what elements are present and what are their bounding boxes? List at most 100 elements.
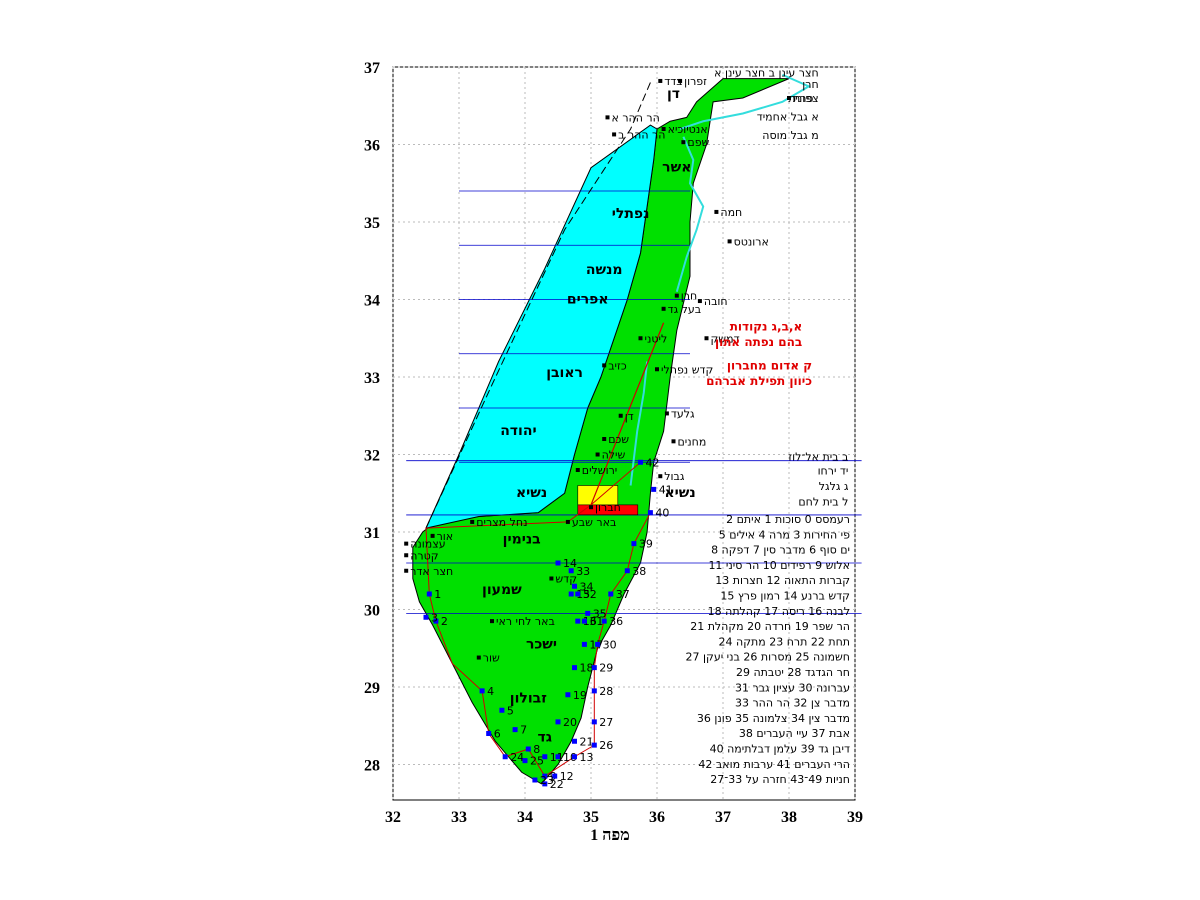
- station-legend-entry: מדבר צין 34 צלמונה 35 פונן 36: [697, 712, 850, 725]
- station-legend-entry: חשמונה 25 מסרות 26 בני יעקן 27: [686, 651, 850, 664]
- north-legend-entry: מ גבל מוסה: [762, 129, 818, 142]
- x-tick-label: 32: [385, 809, 401, 826]
- station-marker: [568, 568, 574, 574]
- y-tick-label: 31: [364, 525, 380, 542]
- north-legend-entry: חרן: [802, 78, 818, 91]
- station-number: 2: [441, 615, 448, 628]
- place-marker: [727, 239, 732, 244]
- station-marker: [585, 610, 591, 616]
- station-marker: [532, 777, 538, 783]
- station-marker: [575, 618, 581, 624]
- red-note: כיוון תפילת אברהם: [706, 374, 812, 388]
- station-number: 39: [639, 538, 653, 551]
- place-marker: [714, 209, 719, 214]
- station-number: 40: [655, 507, 669, 520]
- place-label: ליטני: [645, 332, 668, 345]
- place-label: מחנים: [678, 435, 707, 448]
- place-label: כזיב: [608, 359, 627, 372]
- tribe-label: נפתלי: [612, 206, 650, 222]
- station-marker: [575, 591, 581, 597]
- station-number: 26: [599, 739, 613, 752]
- tribe-label: ראובן: [546, 365, 583, 381]
- station-number: 5: [507, 704, 514, 717]
- river: [675, 136, 705, 293]
- place-marker: [681, 140, 686, 145]
- place-label: ירושלים: [582, 464, 617, 477]
- station-marker: [638, 459, 643, 465]
- tribe-label: שמעון: [482, 582, 522, 598]
- tribe-label: יהודה: [500, 423, 536, 439]
- place-label: חמה: [720, 206, 742, 219]
- place-label: אור: [437, 530, 454, 543]
- station-marker: [572, 754, 577, 760]
- corner-label: יד ירחו: [818, 465, 849, 478]
- place-marker: [404, 553, 409, 558]
- station-number: 21: [580, 735, 594, 748]
- station-legend-entry: קברות התאוה 12 חצרות 13: [715, 574, 850, 587]
- station-marker: [542, 754, 548, 760]
- station-number: 36: [609, 615, 623, 628]
- x-tick-label: 33: [451, 809, 467, 826]
- station-marker: [651, 486, 657, 492]
- station-legend-entry: חר הגדגד 28 יטבתה 29: [736, 666, 850, 679]
- place-label: חצר אדר: [410, 565, 453, 578]
- station-number: 22: [550, 778, 564, 791]
- place-marker: [575, 468, 580, 472]
- place-marker: [658, 78, 663, 83]
- place-marker: [674, 293, 679, 298]
- station-number: 3: [431, 611, 438, 624]
- station-marker: [502, 754, 508, 760]
- river: [629, 361, 649, 486]
- station-number: 34: [580, 580, 594, 593]
- station-legend-entry: הרי העברים 41 ערבות מואב 42: [698, 758, 850, 771]
- place-marker: [612, 132, 617, 137]
- station-marker: [568, 591, 574, 597]
- station-number: 7: [520, 724, 527, 737]
- river: [679, 73, 811, 130]
- map-shapes: [406, 73, 862, 785]
- prayer-direction-line: [590, 322, 665, 506]
- station-legend-entry: אבת 37 עיי העברים 38: [739, 727, 850, 740]
- station-number: 23: [540, 774, 554, 787]
- tribe-label: זבולון: [510, 691, 547, 707]
- north-legend-entry: צפונית: [788, 92, 819, 105]
- y-tick-label: 35: [364, 215, 380, 232]
- place-label: שפם: [687, 136, 709, 149]
- x-tick-label: 35: [583, 809, 599, 826]
- place-label: זפרון: [684, 75, 707, 88]
- station-number: 33: [576, 565, 590, 578]
- tribe-label: נשיא: [664, 485, 695, 501]
- place-marker: [595, 452, 600, 457]
- station-number: 6: [494, 728, 501, 741]
- place-marker: [605, 115, 610, 120]
- station-number: 20: [563, 716, 577, 729]
- station-marker: [433, 618, 439, 624]
- tribe-label: אשר: [662, 160, 691, 176]
- station-marker: [423, 614, 429, 620]
- station-marker: [608, 591, 614, 597]
- station-marker: [525, 746, 531, 752]
- x-tick-label: 36: [649, 809, 665, 826]
- place-marker: [589, 505, 593, 510]
- place-label: נחל מצרים: [476, 516, 527, 529]
- station-number: 27: [599, 716, 613, 729]
- y-tick-label: 34: [364, 293, 380, 310]
- x-tick-label: 34: [517, 809, 533, 826]
- place-marker: [490, 619, 494, 624]
- corner-label: ב בית אל־לוז: [788, 451, 848, 464]
- station-marker: [555, 719, 561, 725]
- tribe-label: נשיא: [516, 485, 547, 501]
- place-label: באר שבע: [572, 516, 616, 529]
- station-legend-entry: תחת 22 תרח 23 מתקה 24: [719, 635, 850, 648]
- map-caption: מפה 1: [590, 827, 629, 844]
- station-marker: [647, 510, 653, 516]
- place-label: שילה: [602, 449, 626, 462]
- station-number: 38: [632, 565, 646, 578]
- y-tick-label: 33: [364, 370, 380, 387]
- place-marker: [404, 541, 409, 546]
- station-legend-entry: רעמסס 0 סוכות 1 איתם 2: [726, 513, 850, 526]
- place-label: אנטיוכיא: [668, 123, 708, 136]
- place-label: צדד: [664, 75, 683, 88]
